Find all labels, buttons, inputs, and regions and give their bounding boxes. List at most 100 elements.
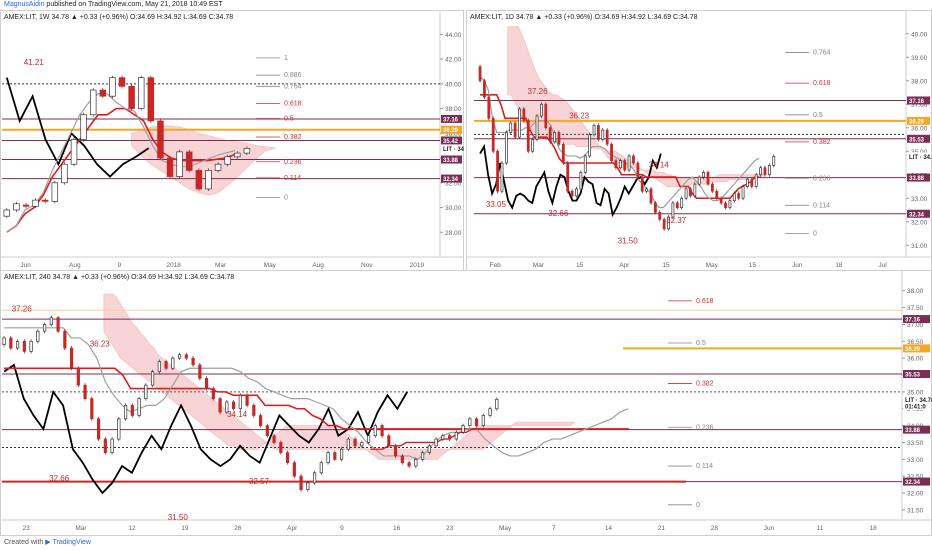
- price-badge-label: LIT · 34.78: [909, 155, 932, 161]
- candle: [548, 127, 552, 143]
- daily-chart-panel[interactable]: AMEX:LIT, 1D 34.78 ▲ +0.33 (+0.96%) O:34…: [466, 10, 932, 273]
- y-tick-label: 32.00: [907, 491, 924, 498]
- candle: [513, 122, 517, 138]
- fib-level-label: 0.382: [813, 139, 831, 146]
- fib-level-label: 0.236: [284, 159, 302, 166]
- indicator-line-gray: [6, 93, 236, 233]
- fib-level-label: 0.236: [813, 175, 831, 182]
- candle: [741, 186, 745, 199]
- candle: [176, 151, 183, 177]
- price-badge: [907, 152, 930, 161]
- candle: [137, 398, 141, 416]
- price-badge-label: 33.88: [909, 176, 925, 182]
- candle: [614, 160, 618, 169]
- candle: [243, 148, 251, 154]
- candle: [231, 401, 236, 410]
- fib-level-label: 0.236: [696, 424, 714, 431]
- candle: [579, 172, 583, 190]
- candle: [69, 347, 74, 369]
- indicator-line-lagging: [479, 143, 662, 218]
- candle: [680, 197, 684, 208]
- fib-level-label: 0.114: [284, 175, 301, 182]
- y-tick-label: 36.00: [907, 356, 924, 363]
- h4-chart-panel[interactable]: AMEX:LIT, 240 34.78 ▲ +0.33 (+0.96%) O:3…: [0, 270, 932, 536]
- candle: [454, 431, 458, 440]
- fib-level-label: 1: [284, 55, 288, 62]
- price-badge-label: 37.16: [443, 117, 459, 123]
- candle: [110, 438, 114, 453]
- candle: [636, 162, 640, 178]
- candle: [540, 103, 543, 117]
- candle: [706, 172, 710, 185]
- indicator-line-gray: [479, 75, 760, 209]
- indicator-line-lagging: [5, 77, 150, 178]
- candle: [632, 155, 635, 164]
- y-tick-label: 37.00: [911, 102, 928, 109]
- candle: [166, 157, 174, 177]
- candle: [750, 179, 754, 187]
- candle: [130, 405, 134, 416]
- candle: [387, 435, 391, 447]
- candle: [728, 200, 732, 209]
- candle: [474, 418, 479, 426]
- price-badge: [903, 402, 930, 411]
- candle: [491, 117, 495, 152]
- candle: [245, 394, 249, 406]
- x-tick-label: 18: [870, 525, 878, 532]
- candle: [109, 77, 116, 97]
- candle: [496, 150, 499, 192]
- candle: [504, 132, 508, 164]
- fib-level-label: 0.886: [284, 72, 302, 79]
- candle: [710, 183, 714, 192]
- price-badge: [441, 144, 462, 153]
- x-tick-label: 15: [662, 262, 670, 269]
- candle: [441, 435, 445, 440]
- price-annotation: 34.14: [227, 410, 248, 419]
- price-badge: [441, 125, 462, 134]
- weekly-chart-panel[interactable]: AMEX:LIT, 1W 34.78 ▲ +0.33 (+0.96%) O:34…: [0, 10, 464, 273]
- fib-level-label: 0.764: [813, 50, 831, 57]
- indicator-line-gray: [4, 327, 629, 461]
- x-tick-label: 12: [128, 525, 136, 532]
- publish-info: MagnusAidin published on TradingView.com…: [4, 1, 223, 8]
- y-tick-label: 32.50: [907, 474, 924, 481]
- candle: [225, 401, 229, 413]
- candle: [147, 77, 155, 122]
- fib-level-label: 0.764: [284, 83, 302, 90]
- candle: [597, 125, 600, 140]
- candle: [746, 179, 749, 187]
- fib-level-label: 0.5: [813, 112, 823, 119]
- candle: [333, 452, 337, 460]
- candle: [118, 77, 126, 87]
- candle: [447, 435, 452, 440]
- candle: [658, 212, 662, 220]
- candle: [22, 340, 26, 352]
- candle: [29, 340, 33, 352]
- price-annotation: 36.23: [90, 339, 111, 348]
- created-with-text: Created with: [4, 539, 44, 546]
- candle: [63, 330, 67, 349]
- candle: [610, 143, 613, 161]
- candle: [737, 193, 741, 199]
- x-tick-label: Feb: [490, 262, 502, 269]
- price-badge-label: 01:41:0: [905, 405, 926, 411]
- author-link[interactable]: MagnusAidin: [4, 1, 45, 8]
- candle: [592, 125, 596, 136]
- candle: [662, 219, 666, 230]
- candle: [478, 66, 482, 82]
- candle: [96, 418, 101, 440]
- price-badge-label: 35.53: [905, 373, 921, 379]
- x-tick-label: Nov: [361, 262, 373, 269]
- y-tick-label: 40.00: [911, 31, 928, 38]
- panel-border: [0, 270, 932, 536]
- price-badge-label: 35.53: [909, 137, 925, 143]
- fib-level-label: 0: [696, 502, 700, 509]
- price-badge: [903, 370, 930, 379]
- candle: [654, 202, 657, 213]
- candle: [177, 354, 182, 359]
- candle: [15, 340, 20, 349]
- price-badge-label: 32.34: [443, 177, 459, 183]
- candle: [76, 367, 80, 386]
- candle: [627, 155, 631, 171]
- tradingview-link[interactable]: TradingView: [52, 539, 91, 546]
